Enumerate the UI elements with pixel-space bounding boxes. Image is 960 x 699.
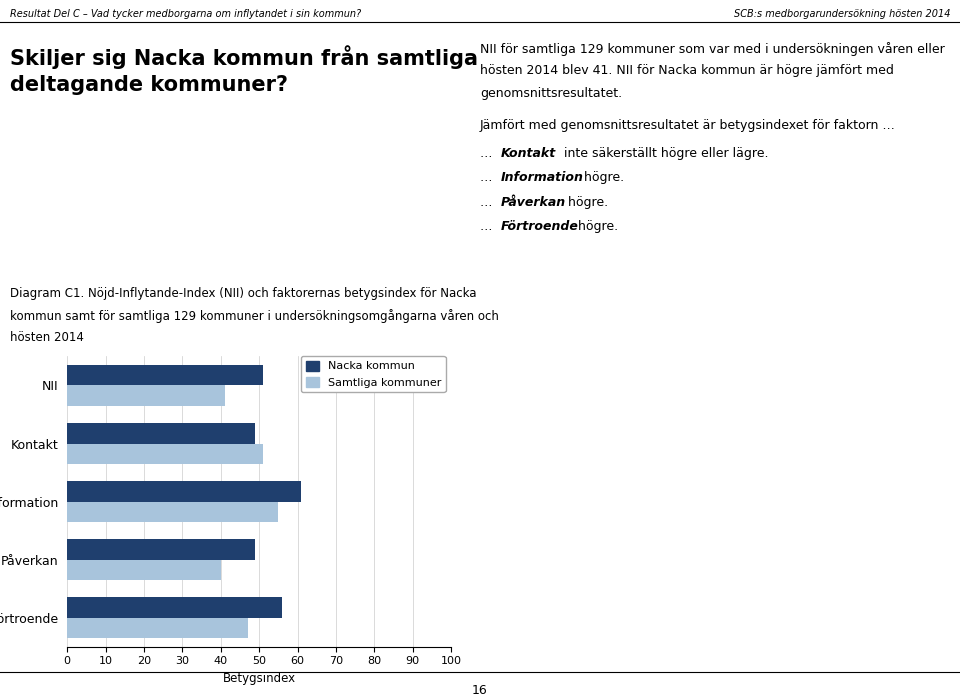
Text: högre.: högre. (580, 171, 624, 185)
Bar (67, 481, 301, 502)
Text: Resultat Del C – Vad tycker medborgarna om inflytandet i sin kommun?: Resultat Del C – Vad tycker medborgarna … (10, 9, 361, 19)
Bar (67, 618, 248, 638)
Bar (67, 443, 263, 464)
Text: hösten 2014: hösten 2014 (10, 331, 84, 345)
X-axis label: Betygsindex: Betygsindex (223, 672, 296, 685)
Text: genomsnittsresultatet.: genomsnittsresultatet. (480, 87, 622, 100)
Text: inte säkerställt högre eller lägre.: inte säkerställt högre eller lägre. (560, 147, 768, 160)
Text: Skiljer sig Nacka kommun från samtliga
deltagande kommuner?: Skiljer sig Nacka kommun från samtliga d… (10, 45, 478, 95)
Bar (67, 502, 278, 522)
Text: …: … (480, 196, 496, 209)
Text: Information: Information (501, 171, 584, 185)
Bar (67, 365, 263, 386)
Text: 16: 16 (472, 684, 488, 697)
Text: Jämfört med genomsnittsresultatet är betygsindexet för faktorn …: Jämfört med genomsnittsresultatet är bet… (480, 119, 896, 132)
Text: kommun samt för samtliga 129 kommuner i undersökningsomgångarna våren och: kommun samt för samtliga 129 kommuner i … (10, 309, 498, 323)
Bar (67, 386, 225, 406)
Legend: Nacka kommun, Samtliga kommuner: Nacka kommun, Samtliga kommuner (301, 356, 445, 392)
Bar (67, 597, 282, 618)
Text: …: … (480, 147, 496, 160)
Text: …: … (480, 171, 496, 185)
Bar (67, 559, 221, 580)
Text: Förtroende: Förtroende (501, 220, 579, 233)
Text: …: … (480, 220, 496, 233)
Bar (67, 539, 255, 559)
Text: Kontakt: Kontakt (501, 147, 557, 160)
Text: högre.: högre. (574, 220, 618, 233)
Text: Diagram C1. Nöjd-Inflytande-Index (NII) och faktorernas betygsindex för Nacka: Diagram C1. Nöjd-Inflytande-Index (NII) … (10, 287, 476, 300)
Bar (67, 423, 255, 443)
Text: SCB:s medborgarundersökning hösten 2014: SCB:s medborgarundersökning hösten 2014 (733, 9, 950, 19)
Text: hösten 2014 blev 41. NII för Nacka kommun är högre jämfört med: hösten 2014 blev 41. NII för Nacka kommu… (480, 64, 894, 78)
Text: NII för samtliga 129 kommuner som var med i undersökningen våren eller: NII för samtliga 129 kommuner som var me… (480, 42, 945, 56)
Text: Påverkan: Påverkan (501, 196, 566, 209)
Text: högre.: högre. (564, 196, 609, 209)
